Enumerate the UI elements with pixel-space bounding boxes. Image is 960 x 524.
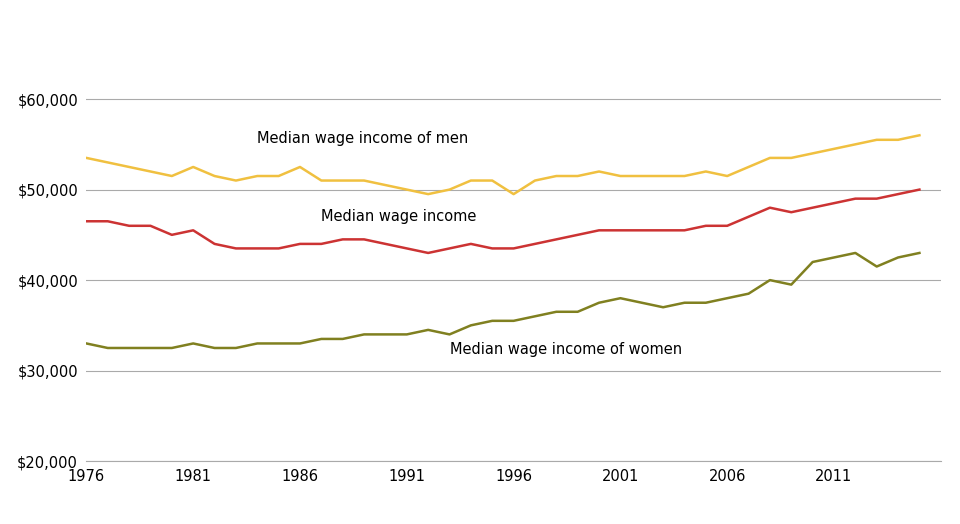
Text: Median wage income of women: Median wage income of women	[449, 342, 682, 357]
Text: Median wage income of men: Median wage income of men	[257, 131, 468, 146]
Text: Median wage income: Median wage income	[322, 209, 477, 224]
